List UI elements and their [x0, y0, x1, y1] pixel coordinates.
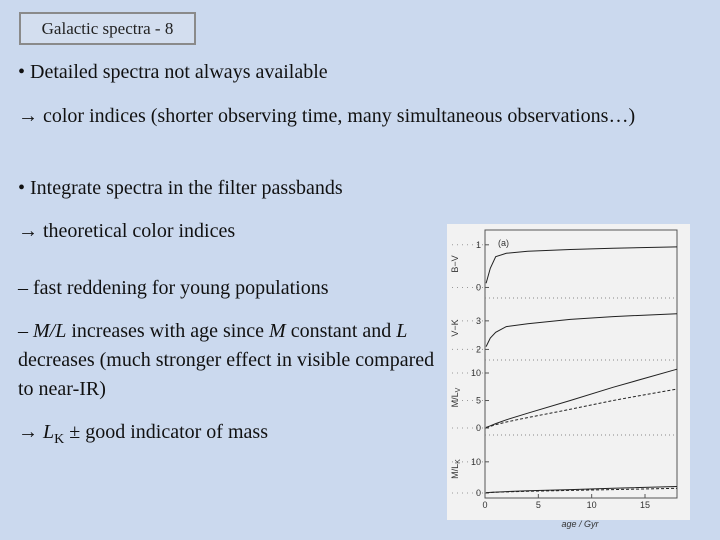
- y-axis-label: M/LK: [450, 459, 462, 479]
- text-run: →: [18, 421, 43, 443]
- panel-label: (a): [498, 238, 509, 248]
- y-tick-label: 10: [471, 368, 481, 378]
- x-axis-label: age / Gyr: [561, 519, 599, 529]
- y-axis-label-text: M/L: [450, 392, 460, 407]
- plot-frame: [484, 229, 678, 499]
- paragraph: • Integrate spectra in the filter passba…: [18, 174, 718, 203]
- x-tick-label: 0: [482, 500, 487, 510]
- text-run: → theoretical color indices: [18, 220, 236, 242]
- y-tick-label: 1: [476, 240, 481, 250]
- curve: [485, 368, 678, 428]
- text-run: constant and: [285, 320, 397, 342]
- y-tick-label: 0: [476, 423, 481, 433]
- text-run: K: [54, 432, 65, 447]
- figure-background: [447, 224, 690, 520]
- curve: [485, 246, 678, 284]
- y-tick-label: 10: [471, 457, 481, 467]
- y-tick-label: 5: [476, 396, 481, 406]
- y-axis-label-text: M/L: [450, 464, 460, 479]
- text-run: L: [43, 421, 55, 443]
- y-axis-label: B−V: [450, 255, 460, 272]
- slide-title: Galactic spectra - 8: [19, 12, 196, 45]
- text-run: • Detailed spectra not always available: [18, 61, 328, 83]
- y-axis-label-sub: V: [455, 387, 462, 392]
- text-run: M: [269, 320, 286, 342]
- paragraph: → LK ± good indicator of mass: [18, 418, 718, 454]
- y-tick-label: 3: [476, 316, 481, 326]
- y-axis-label: M/LV: [450, 387, 462, 407]
- y-axis-label-text: V−K: [450, 319, 460, 336]
- x-tick-label: 15: [640, 500, 650, 510]
- paragraph: → theoretical color indices: [18, 217, 718, 246]
- y-axis-label-text: B−V: [450, 255, 460, 272]
- y-tick-label: 0: [476, 488, 481, 498]
- paragraph: → color indices (shorter observing time,…: [18, 102, 718, 131]
- y-tick-label: 0: [476, 282, 481, 292]
- curve: [486, 487, 678, 494]
- y-axis-label: V−K: [450, 319, 460, 336]
- curve: [485, 313, 678, 347]
- x-tick-label: 5: [536, 500, 541, 510]
- paragraph: – M/L increases with age since M constan…: [18, 317, 438, 404]
- text-run: ± good indicator of mass: [64, 421, 268, 443]
- text-run: – fast reddening for young populations: [18, 277, 329, 299]
- text-run: L: [396, 320, 408, 342]
- paragraph: • Detailed spectra not always available: [18, 58, 718, 87]
- x-tick-label: 10: [587, 500, 597, 510]
- text-run: → color indices (shorter observing time,…: [18, 105, 636, 127]
- text-run: increases with age since: [66, 320, 270, 342]
- text-run: –: [18, 320, 33, 342]
- text-run: • Integrate spectra in the filter passba…: [18, 177, 343, 199]
- curve: [485, 388, 678, 428]
- y-tick-label: 2: [476, 344, 481, 354]
- paragraph: – fast reddening for young populations: [18, 274, 718, 303]
- text-run: decreases (much stronger effect in visib…: [18, 349, 435, 400]
- text-run: M/L: [33, 320, 67, 342]
- y-axis-label-sub: K: [455, 459, 462, 464]
